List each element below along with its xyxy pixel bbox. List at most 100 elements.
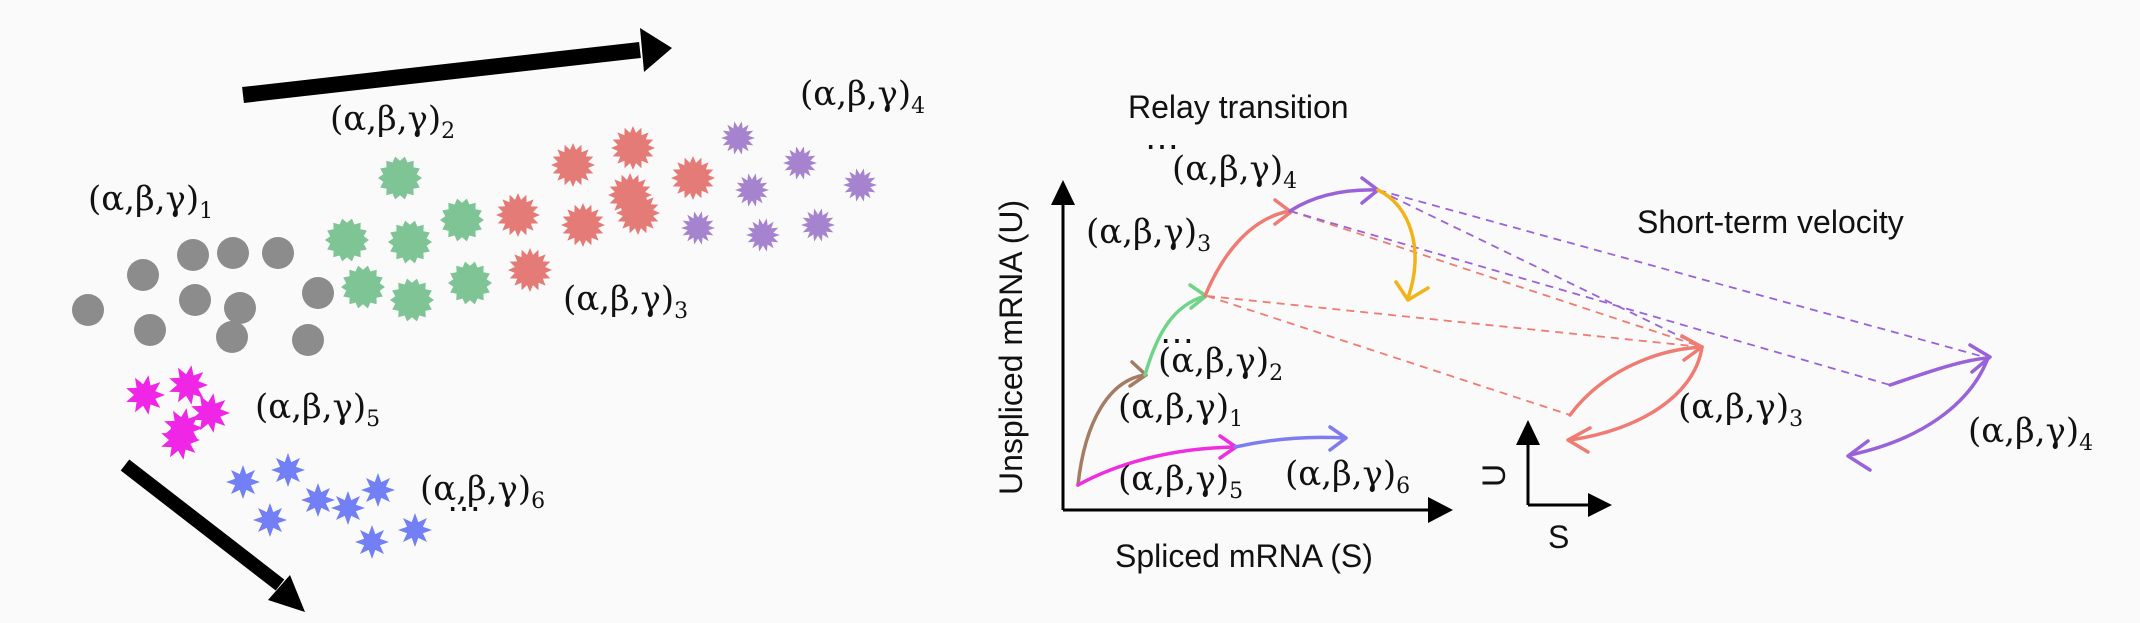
cell-stage-6	[226, 465, 260, 499]
x-axis	[1063, 497, 1453, 523]
cell-stage-3	[508, 248, 552, 292]
label-text: (α,β,γ)	[1086, 212, 1197, 252]
cell-stage-2	[341, 265, 385, 309]
svg-text:(α,β,γ)2: (α,β,γ)2	[1158, 341, 1283, 386]
portrait-ellipsis-4: ⋯	[1145, 127, 1179, 167]
cluster-label-2: (α,β,γ)2	[330, 99, 455, 144]
label-text: (α,β,γ)	[1118, 387, 1229, 427]
cluster-label-5: (α,β,γ)5	[255, 387, 380, 432]
cell-stage-4	[843, 168, 877, 202]
cell-stage-5	[126, 375, 165, 415]
label-text: (α,β,γ)	[800, 74, 911, 114]
cell-stage-1	[292, 324, 324, 356]
label-subscript: 5	[1229, 479, 1243, 504]
cell-stage-1	[72, 294, 104, 326]
arrow-stage-6	[1233, 425, 1348, 452]
portrait-label-4: (α,β,γ)4	[1172, 149, 1297, 194]
trajectory-arrow-lower	[120, 459, 305, 612]
portrait-label-2: (α,β,γ)2	[1158, 341, 1283, 386]
cell-stage-4	[735, 173, 769, 207]
svg-text:(α,β,γ)5: (α,β,γ)5	[255, 387, 380, 432]
cluster-label-1: (α,β,γ)1	[88, 179, 213, 224]
cell-stage-6	[253, 503, 287, 537]
cell-stage-4	[783, 146, 817, 180]
svg-text:(α,β,γ)3: (α,β,γ)3	[1086, 212, 1211, 257]
portrait-label-3: (α,β,γ)3	[1086, 212, 1211, 257]
projection-line-3b	[1289, 210, 1703, 348]
arrow-decay-yellow	[1376, 188, 1430, 302]
cell-stage-1	[179, 284, 211, 316]
label-text: (α,β,γ)	[420, 469, 531, 509]
cell-stage-6	[361, 473, 395, 507]
label-text: (α,β,γ)	[563, 279, 674, 319]
portrait-label-6: (α,β,γ)6	[1285, 454, 1410, 499]
label-subscript: 2	[1269, 361, 1283, 386]
label-subscript: 4	[911, 94, 925, 119]
projection-lines	[1206, 189, 1989, 416]
cell-stage-3	[561, 203, 605, 247]
cell-stage-3	[671, 156, 715, 200]
velocity-label-4: (α,β,γ)4	[1968, 411, 2093, 456]
relay-arrows	[1076, 176, 1430, 487]
cluster-label-6: (α,β,γ)6 ⋯	[420, 469, 545, 529]
svg-text:(α,β,γ)6: (α,β,γ)6	[1285, 454, 1410, 499]
cell-stage-2	[378, 156, 422, 200]
y-axis-label: Unspliced mRNA (U)	[993, 200, 1029, 495]
cell-stage-4	[801, 208, 835, 242]
cell-stage-3	[496, 193, 540, 237]
svg-text:(α,β,γ)3: (α,β,γ)3	[1678, 387, 1803, 432]
cell-stage-3	[616, 191, 660, 235]
cell-stage-6	[271, 453, 305, 487]
cell-stage-4	[746, 218, 780, 252]
svg-text:(α,β,γ)4: (α,β,γ)4	[1968, 411, 2093, 456]
projection-line-4a	[1377, 189, 1989, 359]
label-text: (α,β,γ)	[1118, 459, 1229, 499]
label-subscript: 3	[674, 299, 688, 324]
trajectory-arrow-upper	[242, 28, 672, 103]
svg-text:(α,β,γ)5: (α,β,γ)5	[1118, 459, 1243, 504]
svg-text:(α,β,γ)2: (α,β,γ)2	[330, 99, 455, 144]
label-subscript: 2	[441, 119, 455, 144]
portrait-label-5: (α,β,γ)5	[1118, 459, 1243, 504]
label-text: (α,β,γ)	[1968, 411, 2079, 451]
cell-stage-6	[355, 525, 389, 559]
label-text: (α,β,γ)	[88, 179, 199, 219]
cell-stage-4	[681, 211, 715, 245]
relay-transition-title: Relay transition	[1128, 89, 1349, 125]
cell-stage-2	[448, 261, 492, 305]
ellipsis: ⋯	[447, 489, 481, 529]
cell-stage-3	[611, 126, 655, 170]
velocity-loop-4	[1846, 343, 1992, 472]
projection-line-3c	[1206, 295, 1571, 416]
cell-stage-3	[551, 143, 595, 187]
velocity-label-3: (α,β,γ)3	[1678, 387, 1803, 432]
cell-stage-2	[388, 220, 432, 264]
arrow-stage-3	[1203, 198, 1293, 298]
cell-stage-1	[134, 314, 166, 346]
cluster-label-4: (α,β,γ)4	[800, 74, 925, 119]
cell-stage-5	[169, 365, 208, 405]
label-subscript: 5	[366, 407, 380, 432]
cell-stage-1	[262, 237, 294, 269]
x-axis-label: Spliced mRNA (S)	[1115, 538, 1373, 574]
cell-stage-5	[161, 420, 200, 460]
svg-text:(α,β,γ)3: (α,β,γ)3	[563, 279, 688, 324]
label-subscript: 3	[1197, 232, 1211, 257]
cell-stage-6	[398, 513, 432, 547]
y-axis	[1051, 180, 1075, 510]
cell-stage-1	[224, 292, 256, 324]
projection-line-3a	[1206, 295, 1703, 348]
cell-stage-1	[302, 277, 334, 309]
label-subscript: 1	[199, 199, 213, 224]
label-subscript: 6	[531, 489, 545, 514]
label-text: (α,β,γ)	[1172, 149, 1283, 189]
svg-text:(α,β,γ)6: (α,β,γ)6	[420, 469, 545, 514]
arrow-stage-4	[1288, 176, 1380, 213]
portrait-ellipsis-2: ⋯	[1160, 321, 1194, 361]
cell-stage-2	[390, 278, 434, 322]
cell-stage-2	[325, 218, 369, 262]
label-text: (α,β,γ)	[1285, 454, 1396, 494]
velocity-loop-3	[1566, 334, 1704, 454]
svg-text:(α,β,γ)1: (α,β,γ)1	[1118, 387, 1243, 432]
label-subscript: 1	[1229, 407, 1243, 432]
